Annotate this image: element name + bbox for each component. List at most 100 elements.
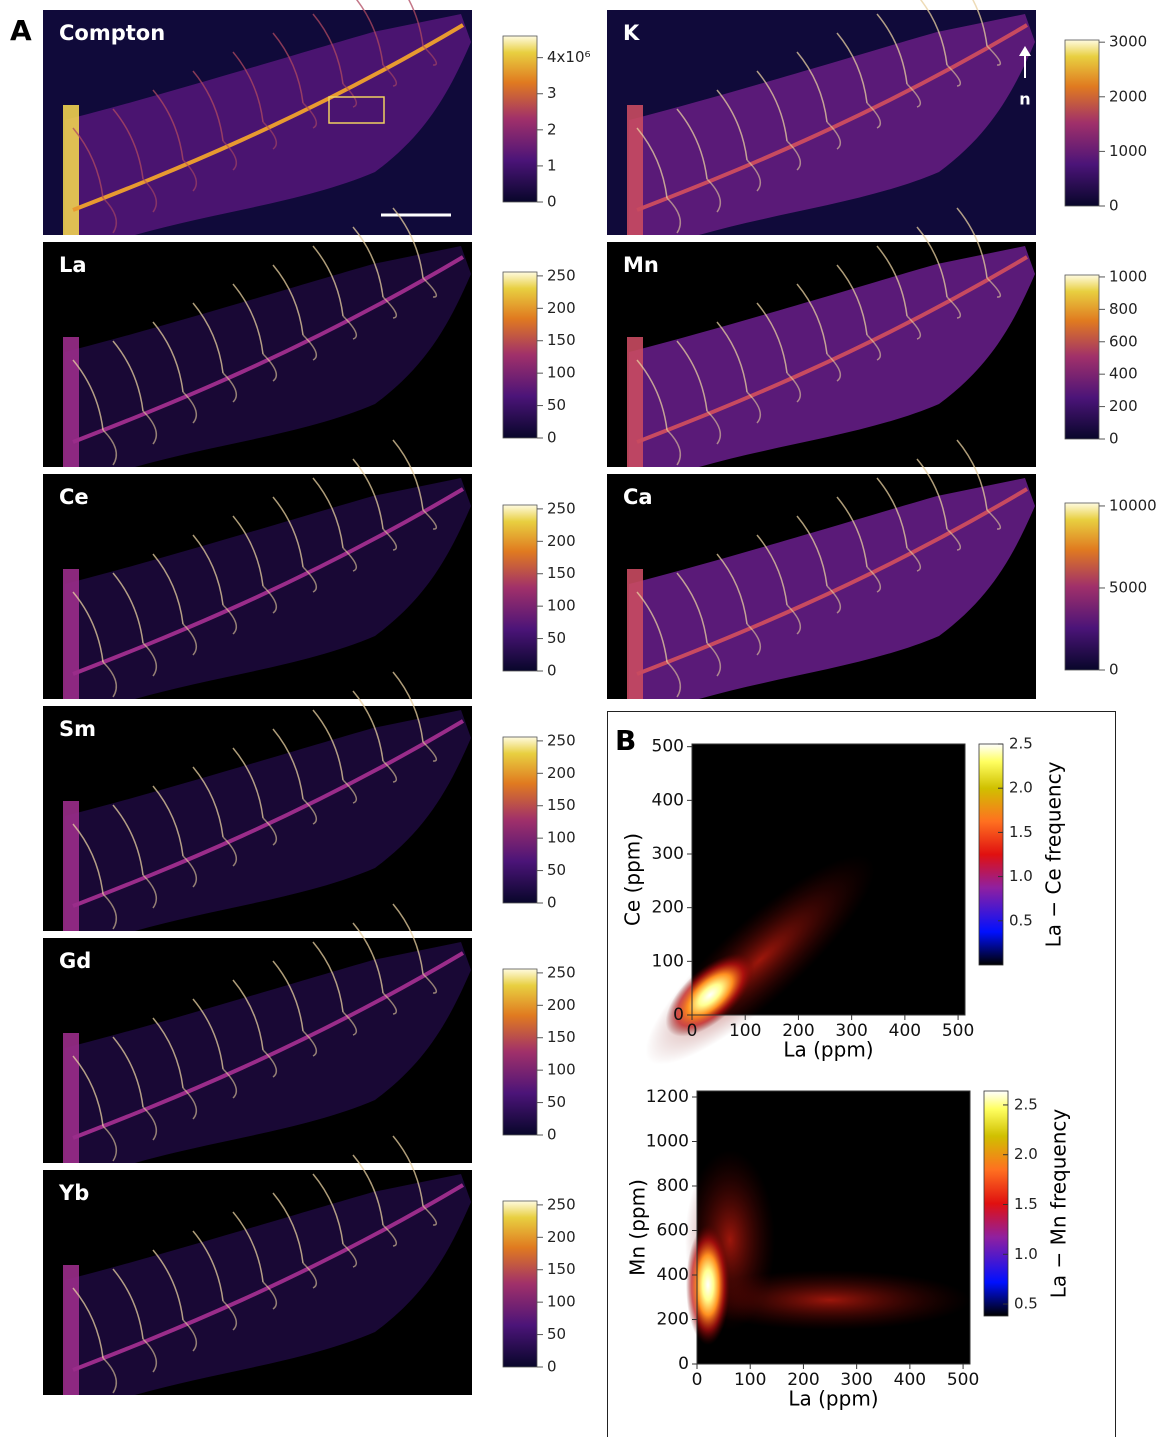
stem	[63, 337, 79, 467]
leaf	[65, 14, 471, 235]
map-title: Ca	[623, 485, 653, 509]
vein	[342, 83, 358, 108]
colorbar-tick-label: 400	[1109, 365, 1138, 383]
colorbar-tick-label: 4x10⁶	[547, 48, 591, 66]
vein	[142, 410, 158, 445]
leaf	[629, 478, 1035, 699]
plot-frame	[696, 1090, 971, 1365]
colorbar-tick-label: 250	[547, 499, 576, 517]
vein	[112, 572, 144, 644]
colorbar-tick-label: 100	[547, 1061, 576, 1079]
vein	[272, 496, 304, 568]
vein	[392, 439, 424, 511]
vein	[192, 998, 224, 1070]
y-tick-label: 1000	[646, 1132, 689, 1152]
leaf	[65, 246, 471, 467]
vein	[666, 429, 682, 466]
vein	[312, 477, 344, 549]
colorbar-tick-label: 50	[547, 629, 566, 647]
vein	[956, 207, 988, 279]
stem	[627, 569, 643, 699]
vein	[302, 334, 318, 361]
colorbar-tick-label: 0	[547, 1126, 557, 1144]
vein	[102, 429, 118, 466]
vein	[422, 277, 438, 298]
vein	[986, 509, 1002, 530]
vein	[382, 992, 398, 1015]
vein	[422, 741, 438, 762]
element-map: Gd	[43, 903, 472, 1163]
vein	[382, 528, 398, 551]
vein	[222, 1300, 238, 1331]
leaf	[65, 942, 471, 1163]
vein	[796, 515, 828, 587]
stem	[627, 337, 643, 467]
vein	[192, 766, 224, 838]
element-map: Kn	[607, 0, 1036, 235]
colorbar-tick-label: 0	[547, 193, 557, 211]
map-title: Yb	[58, 1181, 89, 1205]
vein	[636, 359, 668, 431]
vein	[102, 197, 118, 234]
stem	[63, 105, 79, 235]
colorbar-tick-label: 100	[547, 1293, 576, 1311]
vein	[876, 13, 908, 85]
y-axis-label: Ce (ppm)	[621, 833, 645, 926]
vein	[192, 70, 224, 142]
vein	[946, 296, 962, 319]
map-title: Gd	[59, 949, 91, 973]
vein	[192, 534, 224, 606]
x-tick-label: 200	[782, 1021, 814, 1041]
colorbar-tick-label: 200	[547, 996, 576, 1014]
vein	[152, 785, 184, 857]
x-axis-label: La (ppm)	[788, 1387, 878, 1411]
vein	[408, 0, 424, 47]
vein	[72, 1287, 104, 1359]
vein	[342, 1011, 358, 1036]
vein	[342, 547, 358, 572]
vein	[636, 591, 668, 663]
element-map: Ce	[43, 439, 472, 699]
vein	[232, 283, 264, 355]
y-tick-label: 1200	[646, 1087, 689, 1107]
stem	[63, 1265, 79, 1395]
vein	[666, 661, 682, 698]
density-cloud	[645, 855, 875, 1065]
y-tick-label: 300	[652, 844, 684, 864]
vein	[836, 264, 868, 336]
vein	[182, 855, 198, 888]
vein	[112, 804, 144, 876]
vein	[906, 315, 922, 340]
vein	[352, 226, 384, 298]
vein	[666, 197, 682, 234]
midrib	[72, 487, 465, 676]
map-title: K	[623, 21, 640, 45]
y-tick-label: 0	[673, 1005, 684, 1025]
colorbar	[502, 35, 538, 203]
midrib	[636, 23, 1029, 212]
vein	[906, 547, 922, 572]
leaf	[629, 14, 1035, 235]
vein	[746, 391, 762, 424]
colorbar-tick-label: 100	[547, 597, 576, 615]
vein	[876, 245, 908, 317]
vein	[142, 1106, 158, 1141]
stem	[63, 1033, 79, 1163]
x-tick-label: 300	[835, 1021, 867, 1041]
colorbar-tick-label: 1000	[1109, 142, 1147, 160]
panel-label: A	[10, 14, 32, 47]
vein	[222, 372, 238, 403]
map-title: Ce	[59, 485, 89, 509]
midrib	[72, 719, 465, 908]
vein	[706, 410, 722, 445]
vein	[342, 779, 358, 804]
colorbar-label: La − Ce frequency	[1042, 761, 1066, 947]
vein	[262, 121, 278, 150]
vein	[422, 973, 438, 994]
vein	[352, 1154, 384, 1226]
vein	[342, 1243, 358, 1268]
vein	[232, 515, 264, 587]
vein	[302, 566, 318, 593]
vein	[756, 534, 788, 606]
vein	[836, 32, 868, 104]
